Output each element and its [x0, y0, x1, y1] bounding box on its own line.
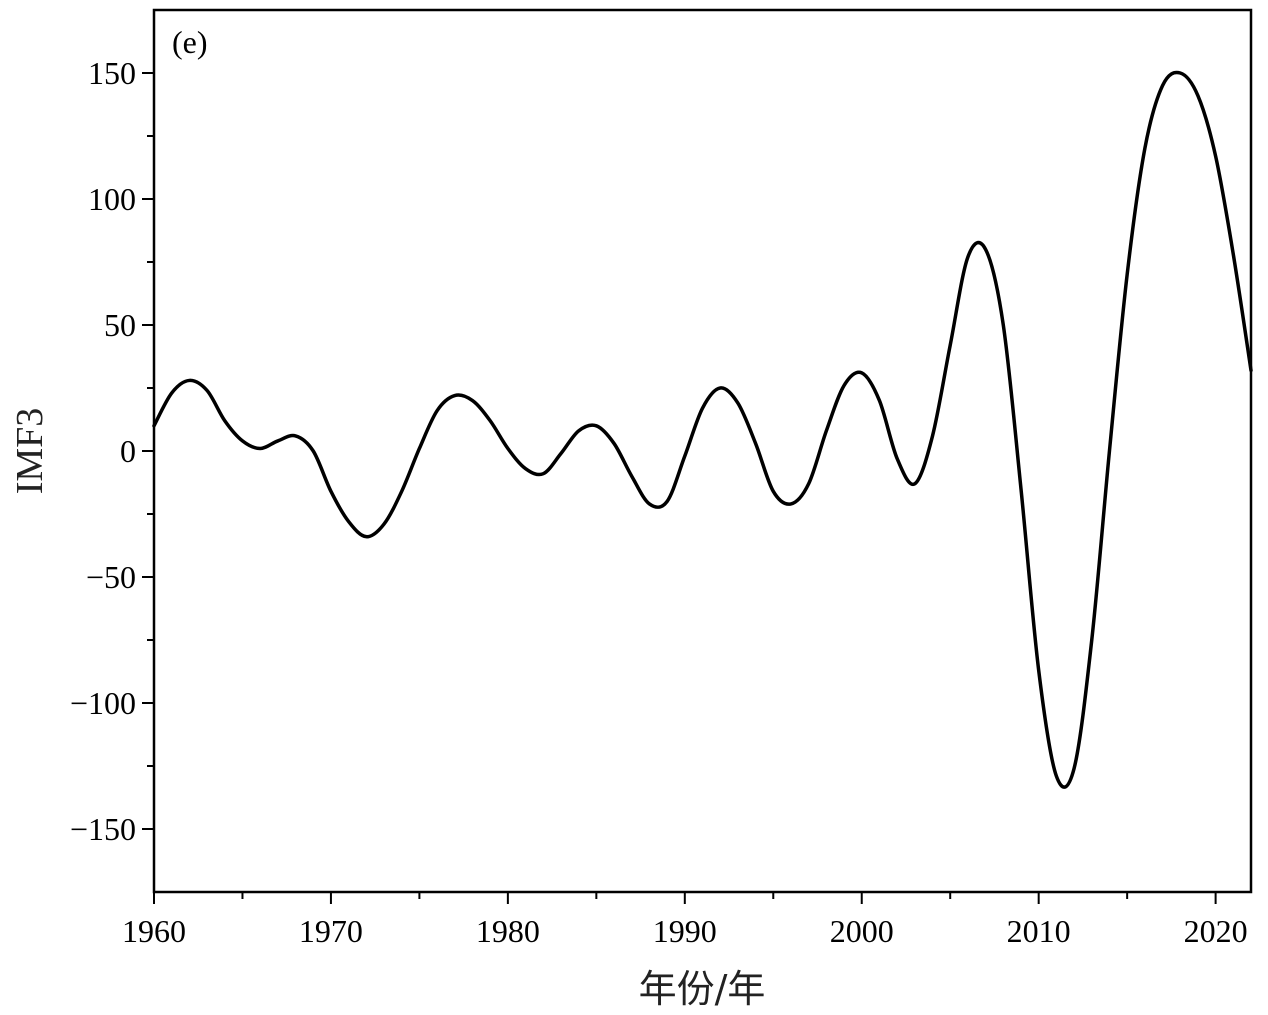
x-tick-label: 1970 — [299, 913, 363, 949]
y-axis-title: IMF3 — [9, 408, 51, 495]
y-tick-label: 0 — [120, 433, 136, 469]
y-tick-label: 100 — [88, 181, 136, 217]
x-axis-title: 年份/年 — [639, 967, 766, 1011]
major-ticks — [142, 72, 1217, 904]
plot-frame — [152, 8, 1253, 894]
x-tick-labels: 1960 1970 1980 1990 2000 2010 2020 — [122, 913, 1248, 949]
imf3-series-line — [152, 70, 1253, 789]
panel-label: (e) — [172, 24, 208, 60]
y-tick-labels: 150 100 50 0 −50 −100 −150 — [70, 55, 136, 847]
x-tick-label: 1980 — [476, 913, 540, 949]
y-tick-label: 50 — [104, 307, 136, 343]
y-tick-label: 150 — [88, 55, 136, 91]
y-tick-label: −150 — [70, 811, 136, 847]
x-tick-label: 2020 — [1184, 913, 1248, 949]
x-tick-label: 1990 — [653, 913, 717, 949]
y-tick-label: −50 — [86, 559, 136, 595]
y-tick-label: −100 — [70, 685, 136, 721]
x-tick-label: 2010 — [1007, 913, 1071, 949]
x-tick-label: 2000 — [830, 913, 894, 949]
minor-ticks — [147, 135, 1129, 899]
x-tick-label: 1960 — [122, 913, 186, 949]
series-layer — [152, 70, 1253, 789]
